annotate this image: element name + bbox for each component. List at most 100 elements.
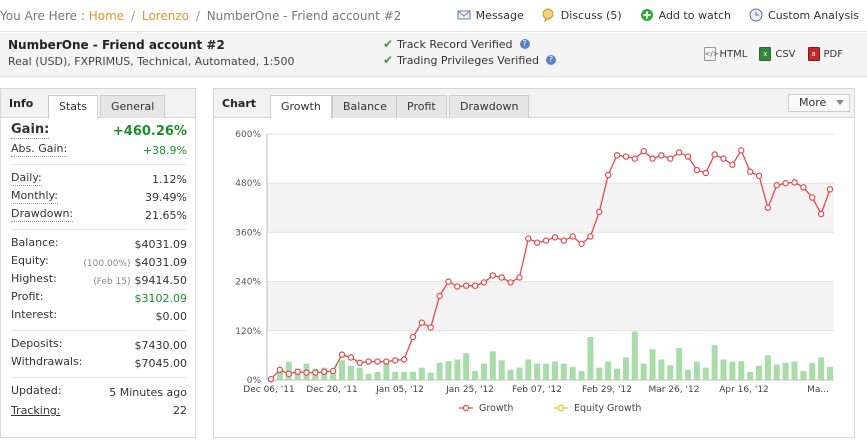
bar — [587, 336, 594, 380]
bar — [472, 370, 479, 380]
trading-privileges-verified: ✔ Trading Privileges Verified ? — [383, 53, 556, 67]
growth-point — [675, 149, 683, 156]
growth-point — [507, 279, 514, 286]
growth-point — [276, 366, 284, 373]
help-icon[interactable]: ? — [546, 55, 556, 65]
x-tick-label: Mar 26, '12 — [649, 385, 700, 395]
balance-group: Balance: $4031.09 Equity: (100.00%) $4031… — [11, 236, 187, 331]
growth-point — [640, 148, 647, 155]
export-csv-button[interactable]: x CSV — [759, 47, 796, 61]
tab-growth[interactable]: Growth — [270, 95, 332, 119]
growth-point — [800, 184, 807, 191]
export-csv-label: CSV — [775, 48, 796, 60]
info-title: Info — [9, 97, 34, 110]
rates-group: Daily: 1.12% Monthly: 39.49% Drawdown: 2… — [11, 171, 187, 230]
growth-point — [569, 233, 576, 240]
x-tick-label: Ma... — [807, 385, 829, 395]
growth-point — [445, 278, 452, 285]
stat-label: Drawdown: — [11, 207, 74, 222]
bar — [827, 366, 833, 380]
x-tick-label: Feb 29, '12 — [582, 385, 632, 395]
deposits-group: Deposits: $7430.00 Withdrawals: $7045.00 — [11, 337, 187, 378]
bar — [551, 361, 558, 380]
clock-icon — [749, 8, 763, 22]
bar — [818, 357, 825, 380]
growth-point — [498, 274, 505, 281]
trading-privileges-label: Trading Privileges Verified — [397, 53, 539, 67]
bar — [578, 370, 585, 380]
action-bar: Message Discuss (5) Add to watch Custom … — [457, 8, 859, 22]
html-file-icon: </> — [703, 47, 719, 61]
more-dropdown[interactable]: More — [788, 94, 850, 112]
growth-point — [782, 179, 789, 187]
tracking-link[interactable]: Tracking: — [11, 404, 61, 417]
track-record-verified: ✔ Track Record Verified ? — [383, 37, 530, 51]
growth-point — [791, 179, 798, 186]
growth-point — [525, 235, 532, 242]
tab-balance[interactable]: Balance — [332, 95, 398, 118]
bar — [480, 363, 487, 380]
monthly-value: 39.49% — [145, 191, 187, 204]
x-tick-label: Jan 05, '12 — [375, 385, 424, 395]
tab-stats[interactable]: Stats — [48, 95, 99, 119]
stat-label: Withdrawals: — [11, 355, 83, 368]
interest-value: $0.00 — [155, 310, 188, 323]
tab-drawdown[interactable]: Drawdown — [449, 95, 530, 118]
tab-general[interactable]: General — [100, 95, 166, 118]
growth-point — [480, 279, 488, 286]
export-html-button[interactable]: </> HTML — [703, 47, 747, 61]
x-tick-label: Apr 16, '12 — [719, 385, 769, 395]
discuss-button[interactable]: Discuss (5) — [542, 8, 622, 22]
bar — [658, 359, 665, 380]
deposits-value: $7430.00 — [134, 339, 188, 352]
breadcrumb-home-link[interactable]: Home — [88, 9, 125, 23]
growth-point — [489, 272, 497, 279]
bar — [445, 361, 452, 380]
bar — [640, 363, 647, 380]
growth-point — [436, 292, 443, 300]
growth-chart: 0% 120% 240% 360% 480% 600% Dec 06, '11 Dec 20,… — [235, 130, 834, 414]
drawdown-value: 21.65% — [145, 209, 187, 222]
bar — [516, 367, 523, 380]
bar — [338, 360, 345, 380]
top-bar: You Are Here : Home / Lorenzo / NumberOn… — [0, 0, 867, 32]
growth-point — [471, 282, 479, 289]
growth-point — [693, 166, 701, 174]
growth-point — [826, 186, 834, 193]
bar — [693, 361, 700, 380]
stat-row-gain: Gain: +460.26% — [11, 122, 187, 142]
growth-point — [746, 168, 754, 175]
bar — [605, 361, 612, 380]
bar — [747, 371, 754, 380]
bar — [791, 361, 798, 380]
growth-point — [684, 153, 692, 160]
stat-row-daily: Daily: 1.12% — [11, 171, 187, 189]
info-panel-header: Info Stats General — [1, 89, 195, 119]
growth-point — [613, 152, 621, 159]
envelope-icon — [457, 10, 471, 20]
stat-label: Deposits: — [11, 337, 63, 350]
tab-profit[interactable]: Profit — [396, 95, 447, 118]
growth-point — [649, 155, 656, 162]
bar — [596, 367, 603, 380]
growth-point — [516, 274, 523, 281]
checkmark-icon: ✔ — [383, 37, 394, 51]
growth-point — [729, 161, 736, 168]
equity-value: $4031.09 — [134, 256, 188, 269]
export-pdf-button[interactable]: a PDF — [807, 47, 843, 61]
custom-analysis-button[interactable]: Custom Analysis — [749, 8, 859, 22]
daily-value: 1.12% — [152, 173, 187, 186]
bar — [392, 371, 399, 380]
bar — [614, 368, 621, 380]
bar — [418, 367, 425, 380]
export-links: </> HTML x CSV a PDF — [703, 47, 843, 61]
bar — [356, 367, 363, 380]
gain-value: +460.26% — [112, 124, 187, 139]
growth-point — [338, 351, 346, 358]
message-button[interactable]: Message — [457, 8, 524, 22]
help-icon[interactable]: ? — [519, 39, 530, 49]
breadcrumb-user-link[interactable]: Lorenzo — [141, 9, 189, 23]
highest-date: (Feb 15) — [93, 277, 131, 287]
growth-point — [720, 155, 727, 162]
add-to-watch-button[interactable]: Add to watch — [640, 8, 731, 22]
